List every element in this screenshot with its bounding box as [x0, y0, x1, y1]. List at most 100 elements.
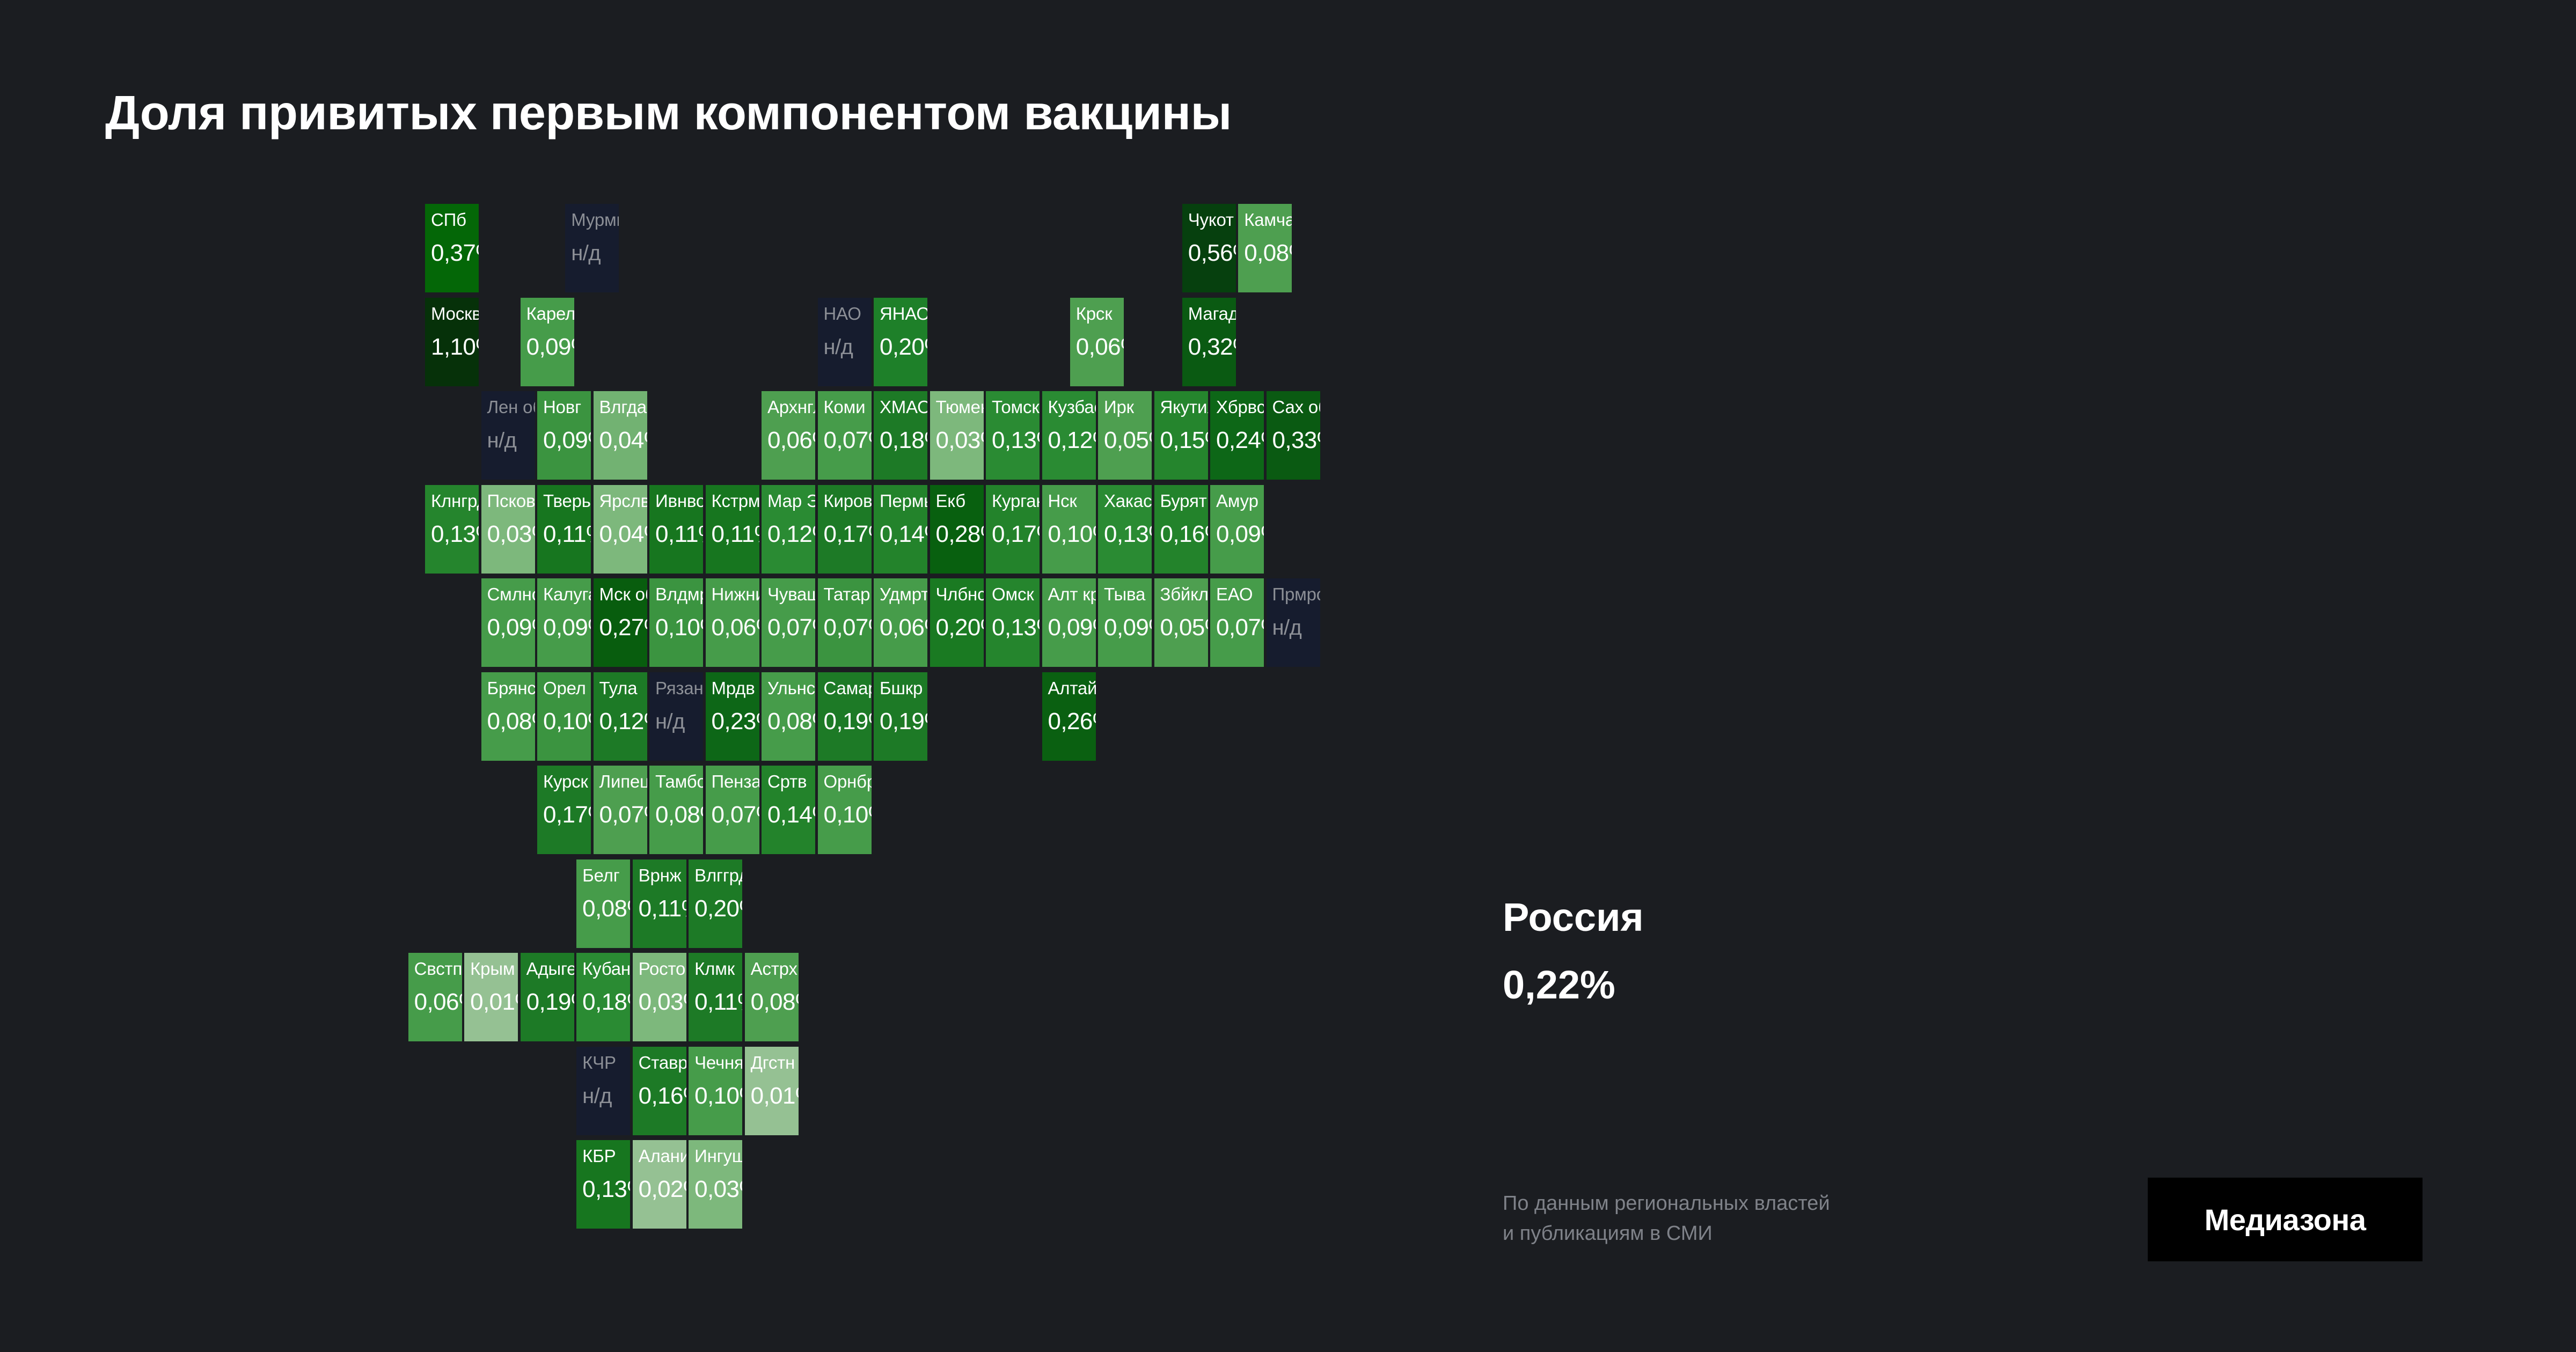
- region-tile[interactable]: Пермь 0,14%: [874, 484, 927, 574]
- region-tile[interactable]: Коми 0,07%: [817, 391, 872, 480]
- region-tile[interactable]: Ингуш 0,03%: [689, 1140, 743, 1229]
- region-tile[interactable]: Адыгея 0,19%: [520, 953, 574, 1041]
- region-tile[interactable]: Дгстн 0,01%: [744, 1046, 799, 1135]
- region-tile[interactable]: ЯНАО 0,20%: [874, 297, 927, 386]
- region-tile[interactable]: Нижний 0,06%: [705, 578, 759, 667]
- region-tile[interactable]: Киров 0,17%: [817, 484, 872, 574]
- region-tile[interactable]: Смлнск 0,09%: [481, 578, 535, 667]
- region-tile[interactable]: Клнгрд 0,13%: [425, 484, 479, 574]
- region-tile[interactable]: Омск 0,13%: [986, 578, 1040, 667]
- region-tile-value: 0,37%: [431, 240, 479, 266]
- region-tile[interactable]: Кстрма 0,11%: [705, 484, 759, 574]
- region-tile[interactable]: Амур 0,09%: [1210, 484, 1264, 574]
- region-tile-label: Смлнск: [487, 584, 535, 604]
- region-tile-value: 0,09%: [543, 427, 591, 453]
- region-tile[interactable]: Карел 0,09%: [520, 297, 574, 386]
- region-tile-label: Сах обл: [1272, 397, 1320, 417]
- region-tile[interactable]: Томск 0,13%: [986, 391, 1040, 480]
- region-tile[interactable]: КЧР н/д: [576, 1046, 631, 1135]
- region-tile[interactable]: КБР 0,13%: [576, 1140, 631, 1229]
- region-tile[interactable]: Тюмень 0,03%: [930, 391, 984, 480]
- region-tile[interactable]: Калуга 0,09%: [537, 578, 591, 667]
- region-tile[interactable]: Прмрск н/д: [1266, 578, 1320, 667]
- region-tile[interactable]: Татар 0,07%: [817, 578, 872, 667]
- region-tile[interactable]: Ярслв 0,04%: [593, 484, 647, 574]
- region-tile[interactable]: Хакас 0,13%: [1098, 484, 1152, 574]
- region-tile-value: 0,20%: [880, 333, 927, 360]
- region-tile[interactable]: Влггрд 0,20%: [689, 859, 743, 948]
- region-tile[interactable]: Влгда 0,04%: [593, 391, 647, 480]
- region-tile-value: 0,26%: [1048, 708, 1096, 734]
- region-tile[interactable]: Орнбрг 0,10%: [817, 766, 872, 854]
- region-tile[interactable]: Брянск 0,08%: [481, 672, 535, 761]
- region-tile[interactable]: Сах обл 0,33%: [1266, 391, 1320, 480]
- region-tile[interactable]: Екб 0,28%: [930, 484, 984, 574]
- region-tile[interactable]: Влдмр 0,10%: [649, 578, 703, 667]
- region-tile[interactable]: Врнж 0,11%: [632, 859, 686, 948]
- region-tile[interactable]: Клмк 0,11%: [689, 953, 743, 1041]
- region-tile[interactable]: Тамбов 0,08%: [649, 766, 703, 854]
- region-tile[interactable]: Тула 0,12%: [593, 672, 647, 761]
- region-tile[interactable]: Лен обл н/д: [481, 391, 535, 480]
- region-tile-label: Нижний: [711, 584, 759, 604]
- region-tile[interactable]: Архнгл 0,06%: [762, 391, 815, 480]
- region-tile[interactable]: Сртв 0,14%: [762, 766, 815, 854]
- region-tile[interactable]: Мск обл 0,27%: [593, 578, 647, 667]
- region-tile[interactable]: Магад 0,32%: [1182, 297, 1236, 386]
- region-tile[interactable]: Бшкр 0,19%: [874, 672, 927, 761]
- region-tile-value: н/д: [571, 241, 601, 265]
- region-tile-value: 0,04%: [599, 520, 647, 547]
- region-tile[interactable]: Хбрвск 0,24%: [1210, 391, 1264, 480]
- region-tile[interactable]: Курск 0,17%: [537, 766, 591, 854]
- region-tile[interactable]: Члбнск 0,20%: [930, 578, 984, 667]
- region-tile[interactable]: Камчат 0,08%: [1238, 204, 1292, 292]
- region-tile[interactable]: Чуваш 0,07%: [762, 578, 815, 667]
- region-tile-value: 0,07%: [599, 802, 647, 828]
- region-tile[interactable]: Рязань н/д: [649, 672, 703, 761]
- region-tile[interactable]: Курган 0,17%: [986, 484, 1040, 574]
- region-tile[interactable]: Астрхн 0,08%: [744, 953, 799, 1041]
- region-tile[interactable]: Ставр 0,16%: [632, 1046, 686, 1135]
- region-tile[interactable]: Пенза 0,07%: [705, 766, 759, 854]
- region-tile[interactable]: Самара 0,19%: [817, 672, 872, 761]
- region-tile[interactable]: Орел 0,10%: [537, 672, 591, 761]
- region-tile[interactable]: Кубань 0,18%: [576, 953, 631, 1041]
- region-tile[interactable]: Псков 0,03%: [481, 484, 535, 574]
- region-tile[interactable]: Свстпл 0,06%: [408, 953, 462, 1041]
- region-tile[interactable]: СПб 0,37%: [425, 204, 479, 292]
- region-tile[interactable]: Белг 0,08%: [576, 859, 631, 948]
- region-tile-label: Бурят: [1160, 490, 1207, 511]
- region-tile[interactable]: Удмрт 0,06%: [874, 578, 927, 667]
- region-tile-value: 0,03%: [638, 989, 686, 1015]
- region-tile[interactable]: Липецк 0,07%: [593, 766, 647, 854]
- region-tile-value: 0,09%: [543, 614, 591, 641]
- region-tile[interactable]: Чукот 0,56%: [1182, 204, 1236, 292]
- region-tile[interactable]: Новг 0,09%: [537, 391, 591, 480]
- region-tile[interactable]: Алтай 0,26%: [1042, 672, 1096, 761]
- region-tile[interactable]: Тверь 0,11%: [537, 484, 591, 574]
- region-tile[interactable]: Москва 1,10%: [425, 297, 479, 386]
- region-tile-value: 0,07%: [767, 614, 815, 641]
- region-tile[interactable]: НАО н/д: [817, 297, 872, 386]
- region-tile[interactable]: Ирк 0,05%: [1098, 391, 1152, 480]
- region-tile[interactable]: Ростов 0,03%: [632, 953, 686, 1041]
- region-tile[interactable]: Мар Эл 0,12%: [762, 484, 815, 574]
- region-tile[interactable]: Збйкл 0,05%: [1154, 578, 1208, 667]
- region-tile[interactable]: Тыва 0,09%: [1098, 578, 1152, 667]
- region-tile[interactable]: Алт кр 0,09%: [1042, 578, 1096, 667]
- region-tile[interactable]: Мрдв 0,23%: [705, 672, 759, 761]
- region-tile[interactable]: Чечня 0,10%: [689, 1046, 743, 1135]
- region-tile[interactable]: Крск 0,06%: [1070, 297, 1124, 386]
- region-tile[interactable]: Якутия 0,15%: [1154, 391, 1208, 480]
- region-tile[interactable]: Кузбас 0,12%: [1042, 391, 1096, 480]
- region-tile[interactable]: Ульнск 0,08%: [762, 672, 815, 761]
- region-tile[interactable]: ЕАО 0,07%: [1210, 578, 1264, 667]
- region-tile[interactable]: Алания 0,02%: [632, 1140, 686, 1229]
- region-tile[interactable]: Ивнво 0,11%: [649, 484, 703, 574]
- region-tile[interactable]: Крым 0,01%: [464, 953, 518, 1041]
- region-tile[interactable]: ХМАО 0,18%: [874, 391, 927, 480]
- region-tile[interactable]: Нск 0,10%: [1042, 484, 1096, 574]
- region-tile-label: Екб: [935, 490, 966, 511]
- region-tile[interactable]: Бурят 0,16%: [1154, 484, 1208, 574]
